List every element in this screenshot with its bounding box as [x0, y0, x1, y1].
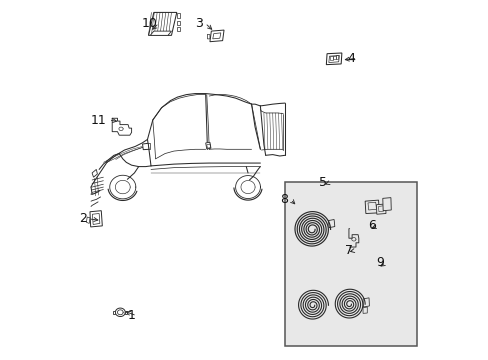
Text: 4: 4 [347, 52, 355, 65]
Polygon shape [125, 311, 127, 314]
Polygon shape [148, 12, 176, 35]
Polygon shape [150, 31, 171, 35]
Polygon shape [113, 311, 115, 314]
Polygon shape [142, 143, 148, 150]
Text: 10: 10 [141, 17, 157, 30]
Polygon shape [362, 298, 368, 307]
Polygon shape [90, 211, 102, 227]
Text: 6: 6 [367, 219, 375, 232]
Polygon shape [328, 220, 334, 228]
Text: 1: 1 [127, 309, 135, 322]
Text: 8: 8 [280, 193, 288, 206]
Polygon shape [325, 53, 341, 65]
Polygon shape [376, 204, 385, 214]
Text: 5: 5 [319, 176, 327, 189]
Polygon shape [86, 217, 90, 224]
Polygon shape [176, 21, 180, 25]
Polygon shape [176, 27, 180, 31]
Bar [285, 182, 417, 346]
Text: 2: 2 [79, 212, 87, 225]
Polygon shape [176, 13, 180, 18]
Text: 9: 9 [375, 256, 383, 269]
Polygon shape [362, 307, 366, 313]
Text: 3: 3 [195, 17, 203, 30]
Polygon shape [365, 200, 379, 213]
Polygon shape [205, 142, 210, 149]
Polygon shape [207, 34, 209, 39]
Polygon shape [382, 198, 390, 211]
Polygon shape [209, 30, 224, 42]
Text: 7: 7 [344, 244, 352, 257]
Text: 11: 11 [91, 113, 107, 126]
